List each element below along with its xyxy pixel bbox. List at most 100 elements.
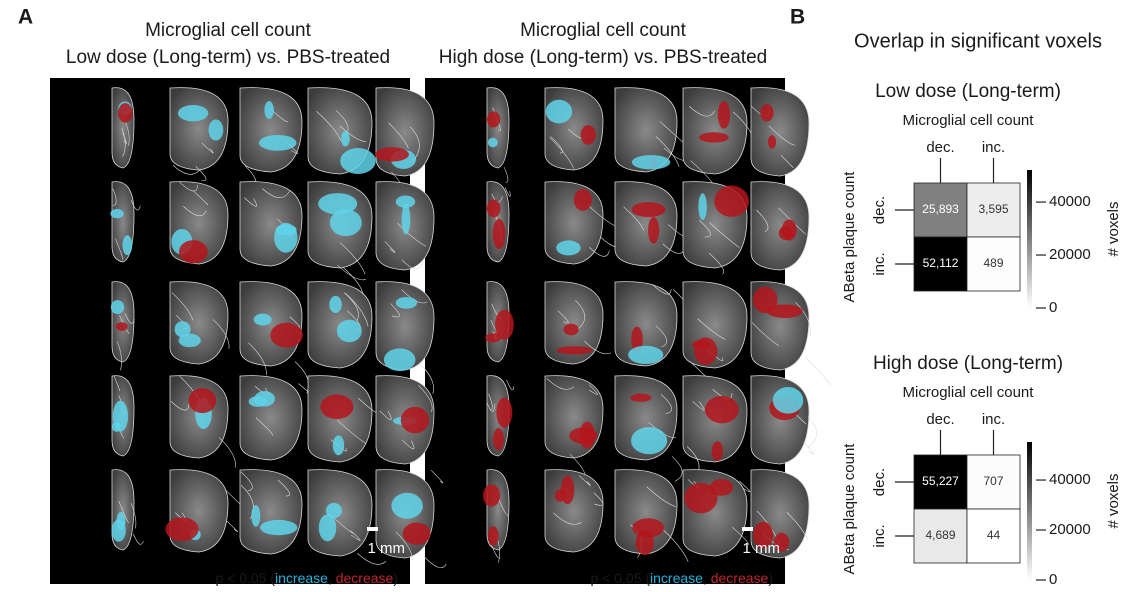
signal-blob — [260, 520, 297, 535]
legend-decrease: decrease — [336, 570, 394, 586]
colorbar-tick-label: 0 — [1049, 299, 1057, 316]
cell-label: 44 — [987, 528, 1001, 542]
cell-label: 25,893 — [922, 202, 959, 216]
signal-blob — [718, 101, 730, 129]
colorbar-label: # voxels — [1105, 473, 1122, 528]
colorbar-tick-label: 40000 — [1049, 471, 1091, 488]
signal-blob — [320, 394, 353, 419]
panel-title: Microglial cell count — [145, 20, 312, 41]
x-tick-label: inc. — [982, 411, 1005, 428]
signal-blob — [340, 148, 376, 174]
chart-title: High dose (Long-term) — [873, 353, 1063, 374]
scale-label: 1 mm — [368, 540, 406, 557]
signal-blob — [341, 131, 350, 147]
signal-blob — [493, 428, 504, 450]
signal-blob — [581, 125, 596, 145]
brain-section — [751, 88, 809, 176]
signal-blob — [699, 132, 729, 142]
cell-label: 52,112 — [923, 256, 959, 270]
y-tick-label: dec. — [871, 468, 888, 496]
brain-section — [545, 88, 603, 170]
cell-label: 4,689 — [925, 528, 955, 542]
brain-section — [240, 182, 302, 266]
signal-blob — [326, 503, 342, 518]
colorbar-label: # voxels — [1105, 201, 1122, 256]
colorbar — [1027, 170, 1032, 308]
signal-blob — [767, 304, 803, 318]
legend: p < 0.05 (increase, decrease) — [215, 570, 398, 586]
x-axis-label: Microglial cell count — [903, 384, 1035, 401]
signal-blob — [773, 387, 803, 414]
brain-section — [615, 182, 677, 266]
signal-blob — [111, 300, 124, 314]
brain-section — [240, 470, 302, 554]
signal-blob — [274, 223, 297, 253]
y-axis-label: ABeta plaque count — [841, 443, 858, 575]
brain-section — [545, 376, 603, 458]
signal-blob — [329, 296, 342, 313]
brain-section — [751, 182, 809, 270]
brain-section — [240, 88, 302, 172]
scale-bar — [367, 527, 378, 531]
colorbar-tick-label: 20000 — [1049, 246, 1091, 263]
signal-blob — [768, 135, 776, 148]
signal-blob — [123, 235, 133, 255]
x-axis-label: Microglial cell count — [903, 112, 1035, 129]
panel-title: Low dose (Long-term) vs. PBS-treated — [66, 47, 390, 68]
brain-section — [683, 88, 747, 174]
cell-label: 707 — [983, 474, 1003, 488]
legend-text: p < 0.05 ( — [215, 570, 275, 586]
signal-blob — [391, 493, 422, 519]
signal-blob — [209, 119, 224, 140]
signal-blob — [165, 517, 198, 541]
signal-blob — [631, 202, 665, 217]
cell-label: 3,595 — [978, 202, 1008, 216]
signal-blob — [714, 186, 749, 217]
signal-blob — [118, 103, 132, 123]
scale-bar — [742, 527, 753, 531]
signal-blob — [648, 217, 659, 244]
colorbar-tick-label: 0 — [1049, 571, 1057, 588]
signal-blob — [375, 147, 409, 161]
legend: p < 0.05 (increase, decrease) — [590, 570, 773, 586]
signal-blob — [330, 209, 362, 236]
panel-title: High dose (Long-term) vs. PBS-treated — [439, 47, 767, 68]
signal-blob — [259, 135, 297, 151]
signal-blob — [487, 111, 500, 127]
signal-blob — [264, 101, 273, 119]
signal-blob — [579, 422, 595, 449]
signal-blob — [485, 333, 500, 342]
legend-text: , — [703, 570, 711, 586]
panel-title: Overlap in significant voxels — [854, 30, 1102, 52]
signal-blob — [254, 391, 275, 406]
signal-blob — [628, 346, 663, 364]
colorbar-tick-label: 40000 — [1049, 193, 1091, 210]
x-tick-label: dec. — [926, 139, 954, 156]
signal-blob — [396, 297, 417, 309]
colorbar-tick-label: 20000 — [1049, 521, 1091, 538]
legend-text: , — [328, 570, 336, 586]
signal-blob — [556, 346, 592, 354]
y-axis-label: ABeta plaque count — [841, 171, 858, 303]
signal-blob — [333, 435, 344, 455]
signal-blob — [632, 518, 664, 537]
signal-blob — [631, 427, 667, 454]
signal-blob — [563, 324, 578, 336]
legend-increase: increase — [650, 570, 703, 586]
legend-increase: increase — [275, 570, 328, 586]
figure: A B Microglial cell count Low dose (Long… — [0, 0, 1134, 592]
y-tick-label: inc. — [871, 252, 888, 275]
legend-text: p < 0.05 ( — [590, 570, 650, 586]
chart-title: Low dose (Long-term) — [875, 81, 1061, 102]
signal-blob — [116, 512, 125, 531]
brain-section — [240, 376, 302, 460]
panel-label: A — [18, 6, 33, 29]
legend-text: ) — [393, 570, 398, 586]
signal-blob — [270, 323, 302, 348]
signal-blob — [178, 105, 208, 121]
signal-blob — [779, 226, 794, 240]
brain-section — [751, 376, 809, 464]
panel-title: Microglial cell count — [520, 20, 687, 41]
signal-blob — [384, 348, 416, 371]
brain-section — [112, 282, 134, 362]
